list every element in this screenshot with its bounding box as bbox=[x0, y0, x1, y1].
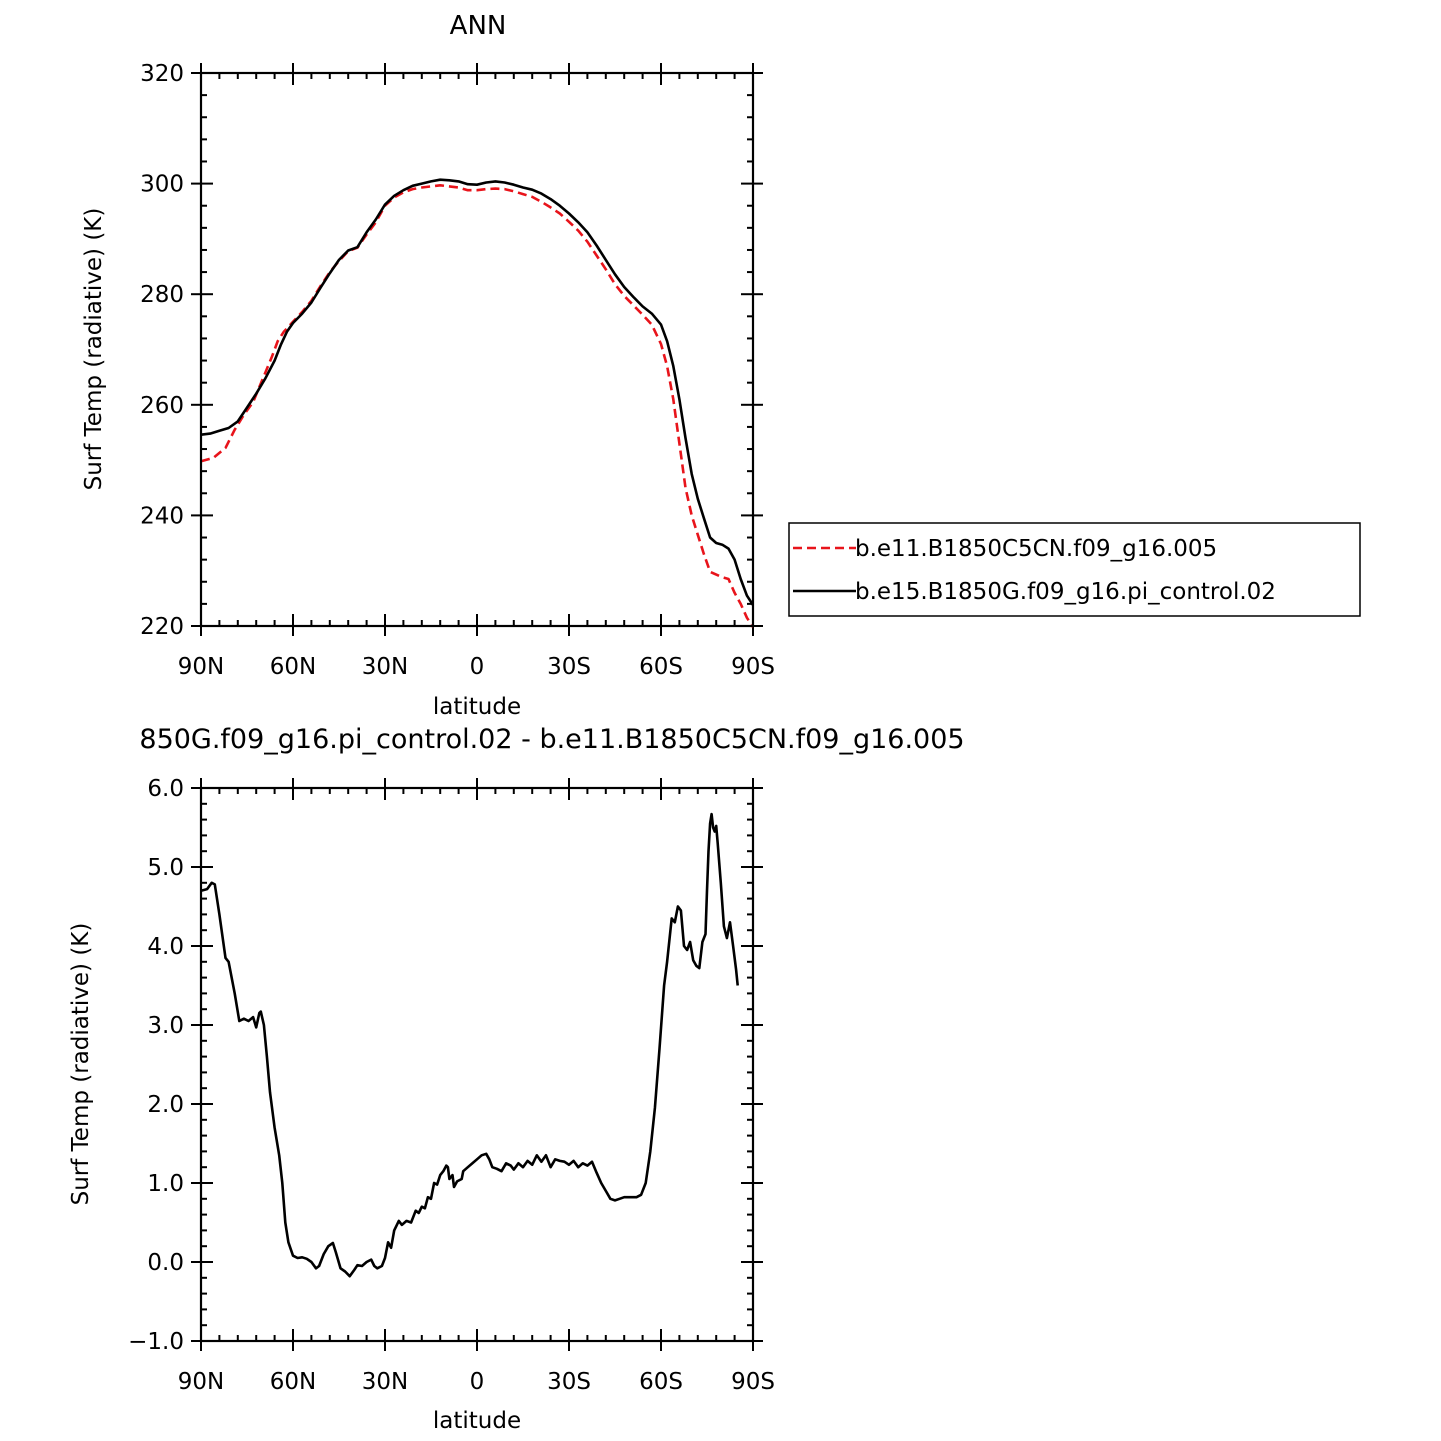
top-xtick-label: 30S bbox=[547, 654, 591, 680]
top-xtick-label: 90N bbox=[178, 654, 224, 680]
bottom-chart-title: 850G.f09_g16.pi_control.02 - b.e11.B1850… bbox=[139, 724, 964, 755]
bottom-xtick-label: 60S bbox=[639, 1369, 683, 1395]
bottom-xtick-label: 30N bbox=[362, 1369, 408, 1395]
top-xtick-label: 30N bbox=[362, 654, 408, 680]
top-ytick-label: 280 bbox=[140, 282, 184, 308]
bottom-plot-frame bbox=[199, 786, 755, 1343]
top-y-axis-label: Surf Temp (radiative) (K) bbox=[81, 208, 107, 491]
top-ytick-label: 300 bbox=[140, 172, 184, 198]
bottom-xtick-label: 30S bbox=[547, 1369, 591, 1395]
top-xtick-label: 0 bbox=[470, 654, 485, 680]
top-series bbox=[200, 178, 755, 628]
bottom-ytick-label: 3.0 bbox=[147, 1013, 184, 1039]
bottom-ytick-label: 1.0 bbox=[147, 1171, 184, 1197]
top-chart-title: ANN bbox=[450, 11, 507, 41]
bottom-ytick-label: 4.0 bbox=[147, 934, 184, 960]
bottom-x-axis-label: latitude bbox=[433, 1408, 521, 1434]
legend-box bbox=[788, 522, 1361, 617]
bottom-ytick-label: 6.0 bbox=[147, 776, 184, 802]
bottom-xtick-label: 90N bbox=[178, 1369, 224, 1395]
bottom-ytick-label: 5.0 bbox=[147, 855, 184, 881]
bottom-ytick-labels: −1.0 0.0 1.0 2.0 3.0 4.0 5.0 6.0 bbox=[128, 776, 184, 1355]
bottom-series bbox=[200, 812, 739, 1278]
bottom-series-line-1 bbox=[200, 812, 739, 1278]
top-xtick-labels: 90N 60N 30N 0 30S 60S 90S bbox=[178, 654, 775, 680]
top-x-axis-label: latitude bbox=[433, 694, 521, 720]
bottom-xtick-labels: 90N 60N 30N 0 30S 60S 90S bbox=[178, 1369, 775, 1395]
top-xtick-label: 60S bbox=[639, 654, 683, 680]
bottom-y-axis-label: Surf Temp (radiative) (K) bbox=[68, 923, 94, 1206]
top-xtick-label: 90S bbox=[731, 654, 775, 680]
legend-entry-2: b.e15.B1850G.f09_g16.pi_control.02 bbox=[855, 579, 1276, 605]
bottom-xtick-label: 90S bbox=[731, 1369, 775, 1395]
top-xtick-label: 60N bbox=[270, 654, 316, 680]
bottom-ytick-label: 2.0 bbox=[147, 1092, 184, 1118]
top-ytick-label: 260 bbox=[140, 393, 184, 419]
top-series-line-2 bbox=[200, 178, 755, 606]
top-series-line-1 bbox=[200, 184, 755, 628]
bottom-xtick-label: 0 bbox=[470, 1369, 485, 1395]
legend-entry-1: b.e11.B1850C5CN.f09_g16.005 bbox=[855, 536, 1217, 562]
bottom-ticks bbox=[191, 778, 763, 1351]
legend: b.e11.B1850C5CN.f09_g16.005 b.e15.B1850G… bbox=[788, 522, 1361, 617]
top-ytick-label: 220 bbox=[140, 614, 184, 640]
top-ytick-labels: 220 240 260 280 300 320 bbox=[140, 61, 184, 640]
top-plot-frame bbox=[199, 71, 755, 628]
top-ticks bbox=[191, 63, 763, 636]
bottom-ytick-label: −1.0 bbox=[128, 1329, 184, 1355]
bottom-xtick-label: 60N bbox=[270, 1369, 316, 1395]
top-ytick-label: 240 bbox=[140, 503, 184, 529]
top-ytick-label: 320 bbox=[140, 61, 184, 87]
bottom-panel: 850G.f09_g16.pi_control.02 - b.e11.B1850… bbox=[68, 724, 965, 1434]
bottom-ytick-label: 0.0 bbox=[147, 1250, 184, 1276]
